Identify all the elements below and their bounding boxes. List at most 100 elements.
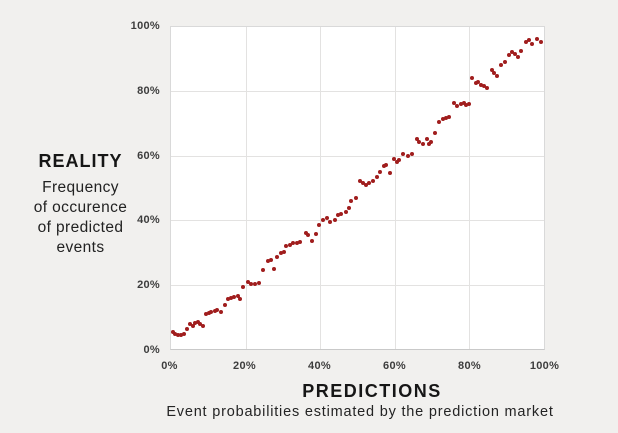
data-point [232,294,237,299]
data-point [295,240,300,245]
data-point [287,242,292,247]
data-point [424,137,429,142]
data-point [195,319,200,324]
data-point [173,331,178,336]
data-point [364,183,369,188]
data-point [328,219,333,224]
data-point [310,238,315,243]
data-point [530,42,535,47]
data-point [394,159,399,164]
data-point [284,243,289,248]
data-point [317,223,322,228]
data-point [401,151,406,156]
data-point [218,309,223,314]
data-point [176,332,181,337]
data-point [261,267,266,272]
x-axis-subtitle: Event probabilities estimated by the pre… [166,404,554,420]
data-point [443,115,448,120]
data-point [222,302,227,307]
y-axis-subtitle-line: events [56,239,105,256]
data-point [397,157,402,162]
data-point [335,213,340,218]
data-point [524,40,529,45]
data-point [516,54,521,59]
data-point [458,101,463,106]
data-point [339,212,344,217]
gridline-vertical [245,27,247,349]
data-point [470,76,475,81]
x-tick-label: 40% [308,360,331,372]
data-point [420,141,425,146]
data-point [274,255,279,260]
data-point [476,80,481,85]
data-point [193,320,198,325]
data-point [510,50,515,55]
data-point [279,251,284,256]
data-point [343,209,348,214]
gridline-vertical [320,27,322,349]
data-point [212,309,217,313]
data-point [229,295,234,300]
data-point [473,81,478,86]
x-axis-title: PREDICTIONS [302,381,442,401]
data-point [320,218,325,223]
data-point [269,257,274,262]
data-point [538,39,543,44]
data-point [512,52,517,57]
x-tick-label: 20% [233,360,256,372]
data-point [349,199,354,204]
data-point [492,70,497,75]
data-point [240,285,245,290]
data-point [179,333,184,338]
data-point [452,100,457,105]
y-tick-label: 100% [130,20,160,32]
data-point [503,60,508,65]
data-point [440,116,445,121]
data-point [366,181,371,186]
data-point [204,312,209,317]
data-point [381,163,386,168]
y-axis-subtitle-line: Frequency [42,179,119,196]
data-point [388,171,393,176]
data-point [303,230,308,235]
data-point [215,308,220,313]
data-point [201,324,206,329]
y-tick-label: 0% [143,343,160,356]
data-point [271,266,276,271]
data-point [298,239,303,244]
data-point [462,100,467,105]
data-point [353,195,358,200]
gridline-horizontal [171,91,544,93]
y-axis-title: REALITY [38,151,123,171]
data-point [265,259,270,264]
data-point [484,85,489,90]
data-point [370,178,375,183]
data-point [185,327,190,332]
data-point [535,37,540,42]
data-point [489,68,494,73]
data-point [332,217,337,222]
data-point [415,137,420,142]
data-point [464,102,469,107]
data-point [417,139,422,144]
data-point [358,179,363,184]
y-axis-title-block: REALITY Frequency of occurence of predic… [3,151,158,258]
data-point [198,321,203,326]
y-tick-label: 40% [137,214,160,227]
data-point [426,142,431,147]
data-point [437,119,442,124]
data-point [256,281,261,286]
data-point [527,38,532,43]
gridline-vertical [469,27,471,349]
data-point [467,101,472,106]
data-point [446,114,451,119]
x-tick-label: 0% [161,360,178,372]
data-point [313,232,318,237]
y-tick-label: 20% [137,279,160,292]
gridline-horizontal [171,284,544,286]
data-point [246,280,251,285]
x-axis-tick-labels: 0% 20% 40% 60% 80% 100% [132,360,582,372]
data-point [225,297,230,302]
data-point [248,281,253,286]
x-tick-label: 100% [529,360,560,372]
